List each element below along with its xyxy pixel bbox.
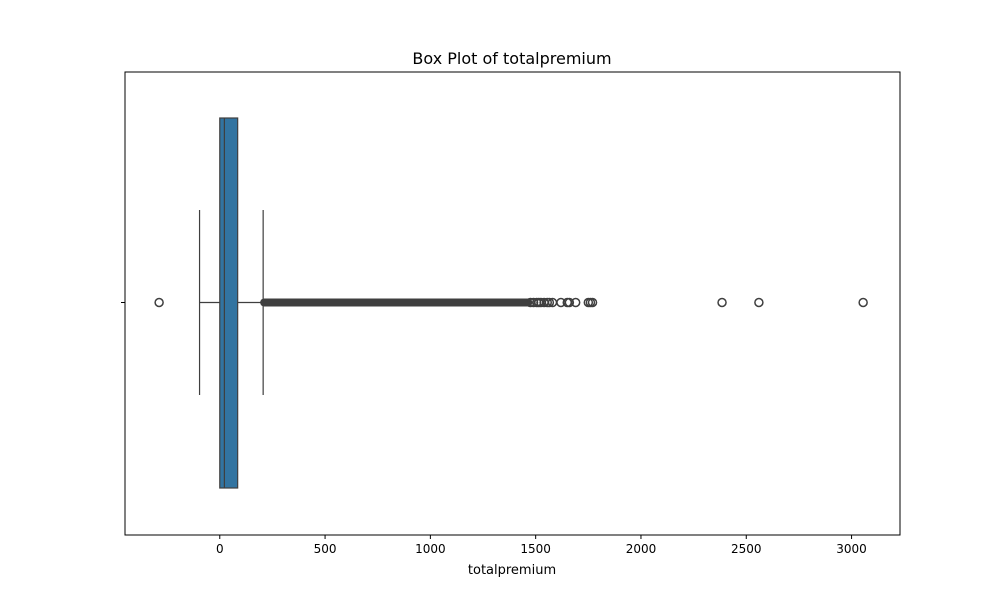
outlier-point: [154, 297, 164, 308]
plot-area: [154, 117, 868, 489]
x-tick-label: 500: [314, 542, 337, 556]
outlier-point: [570, 297, 581, 308]
outlier-point: [564, 297, 575, 308]
outlier-point: [858, 297, 868, 308]
x-tick-label: 2000: [626, 542, 657, 556]
outlier-point: [587, 297, 598, 308]
outlier-point: [544, 297, 555, 308]
box-iqr: [219, 117, 239, 489]
outlier-dense-band: [260, 298, 533, 307]
x-tick-label: 1000: [415, 542, 446, 556]
x-tick-label: 0: [216, 542, 224, 556]
x-axis: 0 500 1000 1500 2000 2500 3000: [216, 535, 867, 556]
axes-frame: [124, 71, 901, 536]
chart-title: Box Plot of totalpremium: [412, 49, 611, 68]
x-tick-label: 1500: [520, 542, 551, 556]
outlier-point: [717, 297, 727, 308]
outlier-point: [754, 297, 764, 308]
x-axis-label: totalpremium: [468, 563, 556, 578]
x-tick-label: 3000: [836, 542, 867, 556]
x-tick-label: 2500: [731, 542, 762, 556]
